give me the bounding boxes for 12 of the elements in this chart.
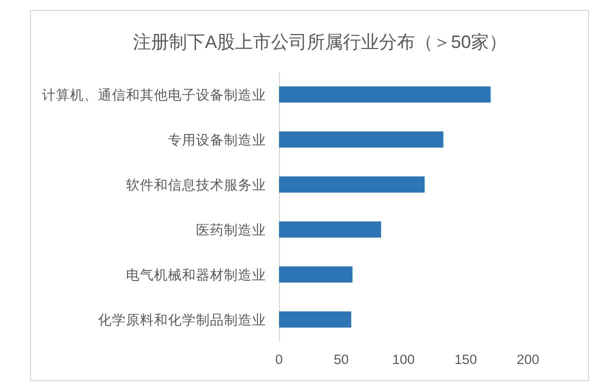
tick-label: 100 [392, 352, 415, 367]
category-label: 专用设备制造业 [168, 132, 266, 148]
category-label: 电气机械和器材制造业 [126, 268, 266, 282]
category-label: 医药制造业 [196, 222, 266, 238]
tick-label: 0 [275, 352, 283, 367]
title: 注册制下A股上市公司所属行业分布（＞50家） [132, 32, 508, 52]
category-label: 软件和信息技术服务业 [126, 178, 266, 192]
tick-label: 200 [516, 352, 540, 367]
tick-label: 150 [454, 352, 478, 367]
category-label: 计算机、通信和其他电子设备制造业 [42, 88, 266, 102]
category-label: 化学原料和化学制品制造业 [98, 312, 266, 328]
tick-label: 50 [334, 352, 349, 367]
